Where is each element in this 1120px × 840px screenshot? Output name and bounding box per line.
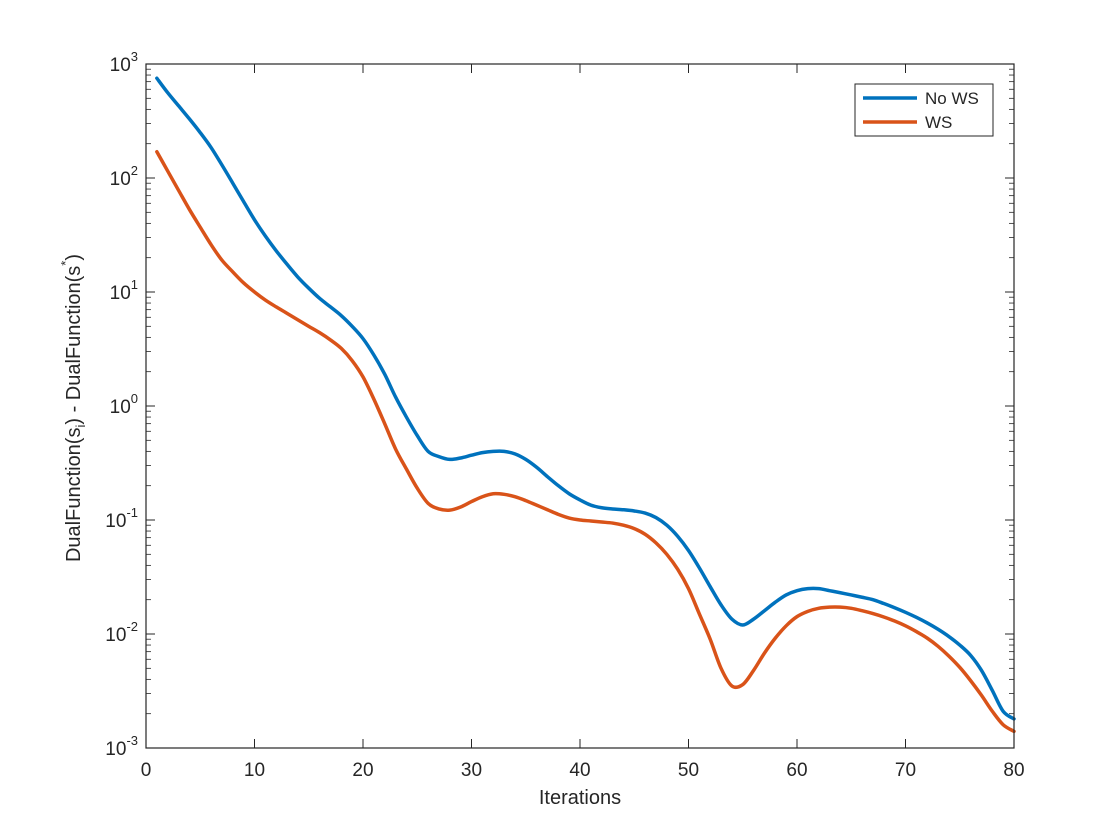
x-tick-label: 60 [786,760,807,781]
y-tick-label: 102 [110,163,138,190]
y-axis-label-part-3: ) [63,254,85,261]
y-axis-label-subscript: i [73,425,88,428]
legend-box [854,83,994,137]
x-tick-label: 50 [678,760,699,781]
legend: No WS WS [854,83,994,137]
x-tick-label: 80 [1003,760,1024,781]
y-tick-label: 10-1 [105,505,138,532]
x-axis-label: Iterations [539,787,621,809]
x-tick-label: 0 [141,760,152,781]
y-tick-label: 10-3 [105,733,138,760]
series-line-1 [155,149,1016,734]
y-tick-label: 10-2 [105,619,138,646]
plot-background [146,64,1014,748]
y-tick-label: 100 [110,391,138,418]
plot-area [146,64,1014,748]
y-tick-label: 101 [110,277,138,304]
x-tick-label: 40 [569,760,590,781]
legend-label: WS [925,113,952,132]
y-axis-label-part-1: DualFunction(s [63,428,85,563]
y-axis-label-superscript: * [58,261,73,266]
y-tick-label: 103 [110,49,138,76]
x-tick-label: 30 [461,760,482,781]
y-axis-label-part-2: ) - DualFunction(s [63,266,85,425]
series-line-0 [155,76,1016,721]
series-layer [155,76,1016,734]
x-tick-label: 70 [895,760,916,781]
legend-label: No WS [925,89,979,108]
x-tick-label: 10 [244,760,265,781]
x-tick-label: 20 [352,760,373,781]
axes-layer: 0 10 20 30 40 50 60 70 80 10-3 10-2 10-1 100 101 102 10… [105,49,1024,781]
y-axis-label: DualFunction(si) - DualFunction(s*) [58,254,88,562]
